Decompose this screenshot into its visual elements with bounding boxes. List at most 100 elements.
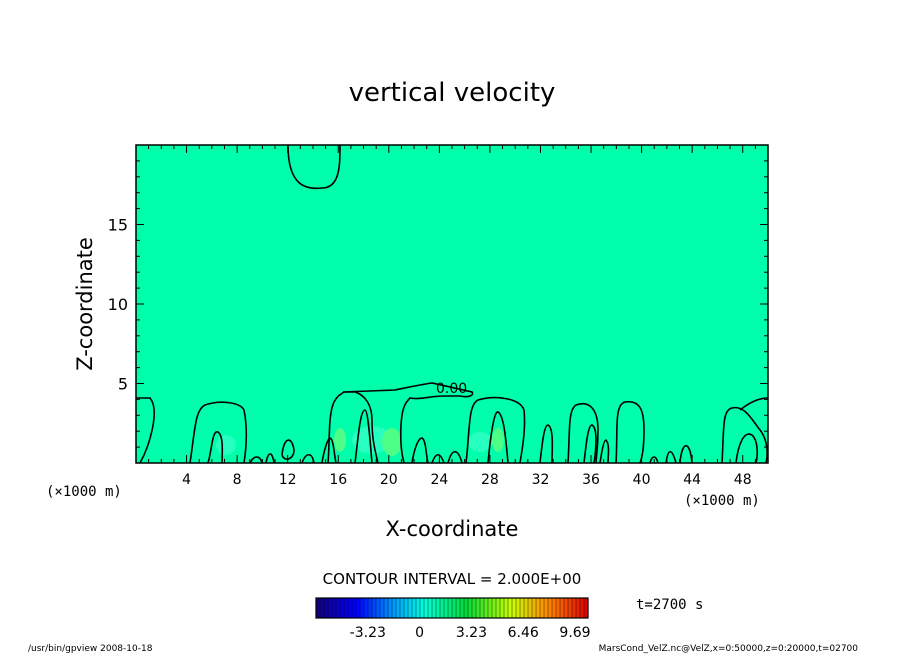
colorbar-cell (336, 598, 341, 618)
colorbar-cell (532, 598, 537, 618)
colorbar-cell (540, 598, 545, 618)
contour-line (487, 411, 509, 464)
colorbar-cell (444, 598, 449, 618)
colorbar-cell (424, 598, 429, 618)
colorbar-cell (364, 598, 369, 618)
y-axis-title: Z-coordinate (73, 237, 97, 371)
colorbar-cell (416, 598, 421, 618)
colorbar-cell (468, 598, 473, 618)
colorbar-cell (556, 598, 561, 618)
colorbar-cell (536, 598, 541, 618)
colorbar-cell (544, 598, 549, 618)
colorbar-cell (340, 598, 345, 618)
contour-line (649, 456, 659, 464)
colorbar-cell (492, 598, 497, 618)
colorbar-cell (508, 598, 513, 618)
colorbar-cell (516, 598, 521, 618)
colorbar-cell (528, 598, 533, 618)
colorbar-cell (480, 598, 485, 618)
contour-line (431, 453, 445, 464)
contour-line (249, 456, 263, 464)
y-tick-label: 15 (108, 216, 128, 235)
contour-line (599, 439, 610, 464)
colorbar-cell (356, 598, 361, 618)
colorbar-cell (484, 598, 489, 618)
colorbar-cell (372, 598, 377, 618)
contour-line (287, 144, 341, 190)
contour-line (281, 439, 295, 460)
x-tick-labels: 4 8 12 16 20 24 28 32 36 40 44 48 (182, 472, 752, 488)
x-tick-label: 8 (233, 472, 242, 488)
contour-label: 0.00 (436, 381, 467, 397)
contour-interval-text: CONTOUR INTERVAL = 2.000E+00 (323, 570, 582, 588)
colorbar-cell (348, 598, 353, 618)
colorbar-cell (512, 598, 517, 618)
colorbar-cell (452, 598, 457, 618)
contour-line (411, 437, 429, 464)
colorbar-cell (568, 598, 573, 618)
colorbar-cell (496, 598, 501, 618)
contour-line (615, 401, 645, 464)
colorbar-cell (384, 598, 389, 618)
plot-area (136, 145, 768, 463)
colorbar-cell (380, 598, 385, 618)
colorbar-cell (332, 598, 337, 618)
contour-line (136, 397, 155, 464)
contour-line (189, 401, 248, 464)
colorbar-cell (448, 598, 453, 618)
chart-title: vertical velocity (349, 78, 556, 108)
colorbar-cell (472, 598, 477, 618)
colorbar-cell (388, 598, 393, 618)
x-unit-left: (×1000 m) (46, 484, 122, 500)
x-tick-label: 4 (182, 472, 191, 488)
y-tick-label: 5 (118, 375, 128, 394)
colorbar-cell (420, 598, 425, 618)
colorbar-cell (320, 598, 325, 618)
colorbar-cell (392, 598, 397, 618)
x-tick-label: 44 (683, 472, 701, 488)
contour-lines (136, 144, 769, 464)
y-tick-labels: 5 10 15 (108, 216, 128, 394)
colorbar-cell (396, 598, 401, 618)
colorbar-tick-label: 6.46 (508, 625, 539, 641)
footer-right: MarsCond_VelZ.nc@VelZ,x=0:50000,z=0:2000… (599, 644, 859, 654)
colorbar-tick-label: -3.23 (350, 625, 386, 641)
colorbar-cell (572, 598, 577, 618)
x-tick-label: 16 (329, 472, 347, 488)
colorbar (315, 598, 589, 618)
contour-line (321, 437, 337, 464)
footer-left: /usr/bin/gpview 2008-10-18 (28, 644, 153, 654)
x-tick-label: 12 (279, 472, 297, 488)
contour-line (342, 382, 474, 464)
x-tick-label: 20 (380, 472, 398, 488)
contour-line (447, 450, 463, 464)
x-axis-title: X-coordinate (386, 517, 519, 541)
x-tick-label: 48 (734, 472, 752, 488)
tick-marks (136, 145, 768, 463)
contour-line (265, 453, 275, 464)
colorbar-tick-label: 3.23 (456, 625, 487, 641)
x-unit-right: (×1000 m) (684, 493, 760, 509)
x-tick-label: 32 (532, 472, 550, 488)
colorbar-cell (436, 598, 441, 618)
colorbar-cell (488, 598, 493, 618)
colorbar-cell (464, 598, 469, 618)
colorbar-cell (548, 598, 553, 618)
colorbar-cell (360, 598, 365, 618)
colorbar-cell (412, 598, 417, 618)
colorbar-tick-label: 0 (415, 625, 424, 641)
colorbar-cell (368, 598, 373, 618)
x-tick-label: 36 (582, 472, 600, 488)
contour-line (465, 396, 526, 464)
contour-line (207, 431, 224, 464)
contour-line (735, 433, 758, 464)
colorbar-cell (400, 598, 405, 618)
colorbar-cell (428, 598, 433, 618)
colorbar-frame (315, 597, 589, 619)
colorbar-cell (476, 598, 481, 618)
contour-line (539, 424, 554, 464)
contour-line (739, 397, 769, 411)
colorbar-cell (524, 598, 529, 618)
colorbar-cell (344, 598, 349, 618)
